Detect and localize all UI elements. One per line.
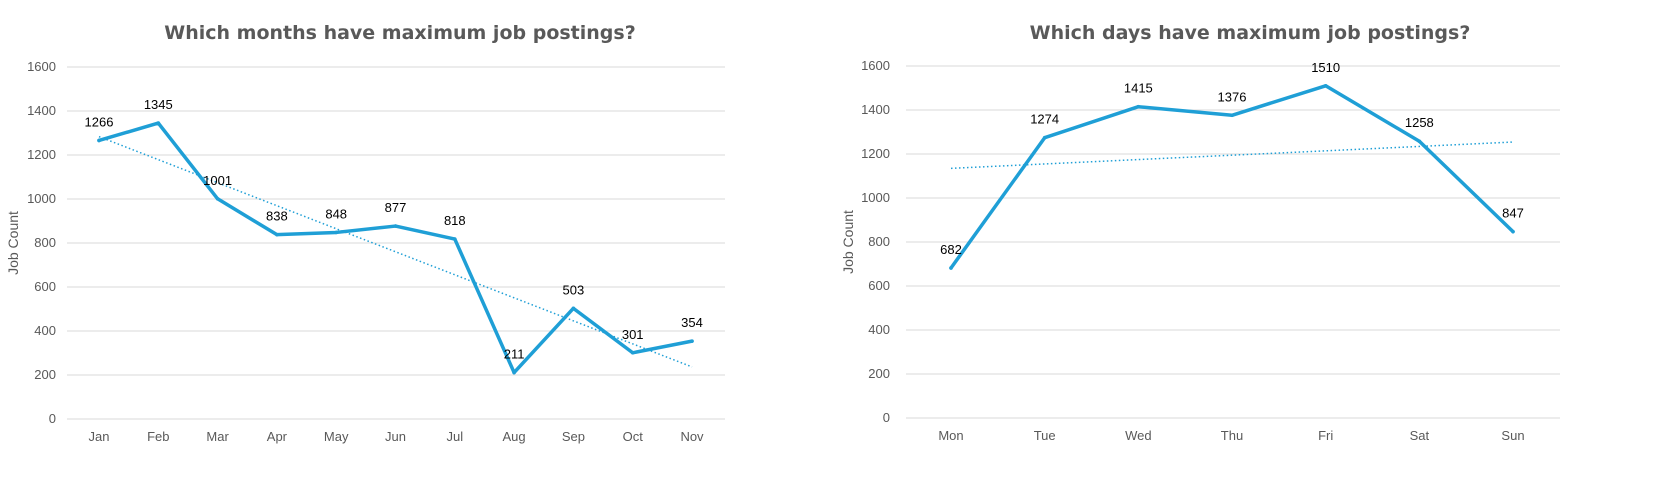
y-axis-label: Job Count: [840, 210, 856, 274]
y-tick-label: 1200: [27, 147, 56, 162]
data-point: [334, 230, 339, 235]
x-tick-label: Sep: [562, 429, 585, 444]
trendline: [950, 141, 1514, 170]
chart-days-plot: 0 200 400 600 800 1000 1200 1400 1600 Job Count Mo…: [840, 58, 1560, 443]
data-label: 1274: [1030, 112, 1059, 127]
y-tick-label: 1000: [27, 191, 56, 206]
data-point: [571, 306, 576, 311]
data-point: [630, 350, 635, 355]
x-tick-label: May: [324, 429, 349, 444]
chart-title: Which days have maximum job postings?: [1029, 22, 1471, 44]
data-point: [275, 232, 279, 237]
y-tick-label: 800: [34, 235, 56, 250]
y-tick-label: 600: [34, 279, 56, 294]
data-point: [1417, 139, 1422, 144]
y-tick-label: 1200: [861, 146, 890, 161]
data-point: [1042, 135, 1047, 140]
chart-months-plot: 0 200 400 600 800 1000 1200 1400 1600 Job Count Ja…: [5, 59, 725, 444]
data-label: 1345: [144, 97, 173, 112]
data-point: [453, 237, 457, 241]
chart-months: Which months have maximum job postings? …: [0, 0, 800, 497]
series-line: [97, 121, 694, 375]
x-tick-label: Apr: [267, 429, 288, 444]
data-label: 354: [681, 315, 703, 330]
x-tick-label: Sun: [1501, 428, 1524, 443]
y-tick-label: 0: [49, 411, 56, 426]
y-tick-label: 200: [868, 366, 890, 381]
x-tick-label: Fri: [1318, 428, 1333, 443]
data-point: [1323, 84, 1328, 88]
y-tick-label: 600: [868, 278, 890, 293]
data-label: 1266: [85, 114, 114, 129]
y-tick-label: 1400: [27, 103, 56, 118]
data-label: 503: [563, 282, 585, 297]
data-label: 818: [444, 213, 466, 228]
data-label: 1258: [1405, 115, 1434, 130]
chart-days: Which days have maximum job postings? 0 2…: [840, 0, 1660, 497]
x-tick-label: Nov: [680, 429, 704, 444]
data-point: [1511, 229, 1515, 234]
x-tick-label: Mon: [938, 428, 963, 443]
x-tick-label: Jul: [446, 429, 463, 444]
data-point: [1136, 104, 1141, 109]
y-tick-label: 1600: [861, 58, 890, 73]
data-point: [512, 370, 516, 375]
data-label: 211: [504, 347, 525, 362]
data-label: 847: [1502, 206, 1524, 221]
x-tick-label: Jan: [89, 429, 110, 444]
data-label: 877: [385, 200, 407, 215]
y-tick-label: 1000: [861, 190, 890, 205]
x-tick-label: Sat: [1410, 428, 1430, 443]
data-point: [949, 266, 953, 270]
data-label: 1376: [1218, 89, 1247, 104]
data-label: 1415: [1124, 81, 1153, 96]
x-tick-label: Tue: [1034, 428, 1056, 443]
data-label: 682: [940, 242, 962, 257]
data-point: [690, 339, 694, 343]
data-label: 848: [325, 206, 347, 221]
x-tick-label: Wed: [1125, 428, 1152, 443]
y-tick-label: 400: [868, 322, 890, 337]
y-tick-label: 800: [868, 234, 890, 249]
data-point: [215, 196, 220, 201]
data-label: 301: [622, 327, 644, 342]
data-label: 838: [266, 209, 288, 224]
y-tick-label: 0: [883, 410, 890, 425]
x-tick-label: Thu: [1221, 428, 1243, 443]
y-tick-label: 400: [34, 323, 56, 338]
x-tick-label: Aug: [503, 429, 526, 444]
x-tick-label: Oct: [623, 429, 644, 444]
y-tick-label: 1400: [861, 102, 890, 117]
x-tick-label: Jun: [385, 429, 406, 444]
data-label: 1510: [1311, 60, 1340, 75]
data-point: [393, 224, 398, 228]
y-tick-label: 200: [34, 367, 56, 382]
x-tick-label: Mar: [206, 429, 229, 444]
x-tick-label: Feb: [147, 429, 169, 444]
y-tick-label: 1600: [27, 59, 56, 74]
data-point: [1230, 113, 1234, 118]
data-point: [156, 121, 161, 125]
data-point: [97, 138, 101, 143]
chart-title: Which months have maximum job postings?: [164, 22, 636, 44]
y-axis-label: Job Count: [5, 211, 21, 275]
data-label: 1001: [203, 173, 232, 188]
